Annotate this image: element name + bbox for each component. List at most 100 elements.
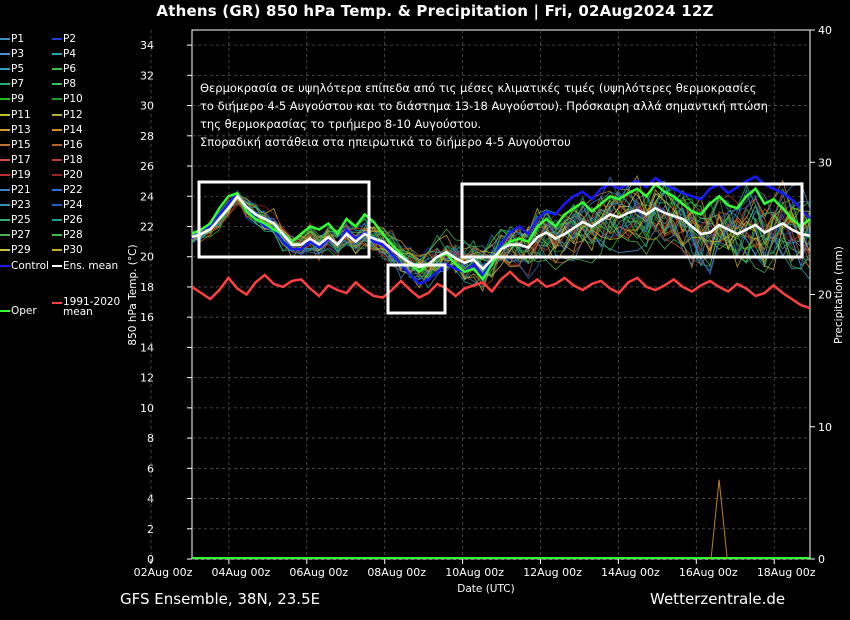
ensemble-member-line [191, 179, 811, 274]
y2-tick-label: 40 [818, 24, 832, 37]
y-tick-label: 28 [140, 130, 154, 143]
legend-item: P6 [52, 63, 76, 75]
legend-swatch [0, 98, 10, 101]
legend-swatch [0, 143, 10, 146]
legend-label: P5 [11, 63, 25, 76]
legend-item: P2 [52, 33, 76, 45]
legend-item: P4 [52, 48, 76, 60]
legend-label: P18 [63, 153, 83, 166]
legend-item: P22 [52, 184, 83, 196]
legend-label: P11 [11, 108, 31, 121]
legend-item: P20 [52, 169, 83, 181]
legend-label: 1991-2020 mean [63, 296, 121, 319]
legend-label: P14 [63, 123, 83, 136]
legend-label: P27 [11, 229, 31, 242]
legend-label: P8 [63, 78, 77, 91]
legend-swatch [52, 128, 62, 131]
legend-swatch [0, 219, 10, 222]
legend-swatch [0, 173, 10, 176]
x-tick-label: 10Aug 00z [445, 566, 504, 579]
legend-item: P3 [0, 48, 24, 60]
legend-label: P20 [63, 168, 83, 181]
y-tick-label: 30 [140, 100, 154, 113]
legend-item: P21 [0, 184, 31, 196]
legend-swatch [52, 234, 62, 237]
legend-label: Oper [11, 304, 37, 317]
x-axis-label: Date (UTC) [457, 583, 514, 595]
legend-item: P27 [0, 229, 31, 241]
legend-label: P29 [11, 244, 31, 257]
annotation-line: της θερμοκρασίας το τριήμερο 8-10 Αυγούσ… [200, 117, 481, 131]
legend-item: P14 [52, 124, 83, 136]
y-tick-label: 2 [147, 523, 154, 536]
legend-item: Ens. mean [52, 260, 118, 272]
legend-item: P18 [52, 154, 83, 166]
x-tick-label: 02Aug 00z [134, 566, 193, 579]
legend-swatch [0, 83, 10, 86]
legend-item: P9 [0, 93, 24, 105]
highlight-box [460, 182, 804, 259]
y-tick-label: 4 [147, 493, 154, 506]
legend-label: P28 [63, 229, 83, 242]
legend-label: P16 [63, 138, 83, 151]
legend-label: P7 [11, 78, 25, 91]
legend-label: P13 [11, 123, 31, 136]
legend-swatch [0, 68, 10, 71]
legend-swatch [0, 128, 10, 131]
legend-item: P1 [0, 33, 24, 45]
legend-label: Ens. mean [63, 259, 119, 272]
y-tick-label: 10 [140, 402, 154, 415]
y2-tick-label: 0 [818, 553, 825, 566]
chart-title: Athens (GR) 850 hPa Temp. & Precipitatio… [156, 2, 714, 20]
annotation-line: το διήμερο 4-5 Αυγούστου και το διάστημα… [200, 99, 768, 113]
series-line-ens-mean [191, 194, 811, 271]
legend-swatch [52, 158, 62, 161]
legend-item: P12 [52, 109, 83, 121]
legend-item: P30 [52, 244, 83, 256]
y-tick-label: 24 [140, 190, 154, 203]
legend-item: P24 [52, 199, 83, 211]
legend-swatch [52, 98, 62, 101]
legend-swatch [0, 53, 10, 56]
legend-swatch [52, 143, 62, 146]
legend-swatch [52, 113, 62, 116]
legend-label: Control [11, 259, 49, 272]
legend-item: Control [0, 260, 49, 272]
legend-item: 1991-2020 mean [52, 296, 123, 319]
precip-peak [710, 479, 728, 559]
legend-item: P16 [52, 139, 83, 151]
legend-item: P29 [0, 244, 31, 256]
legend-item: P5 [0, 63, 24, 75]
legend-label: P1 [11, 33, 25, 45]
legend-item: Oper [0, 305, 37, 317]
legend-label: P15 [11, 138, 31, 151]
legend-item: P25 [0, 214, 31, 226]
legend-item: P7 [0, 78, 24, 90]
highlight-box [386, 263, 447, 315]
y-tick-label: 6 [147, 462, 154, 475]
x-tick-label: 08Aug 00z [367, 566, 426, 579]
legend-item: P26 [52, 214, 83, 226]
legend-label: P17 [11, 153, 31, 166]
x-tick-label: 18Aug 00z [757, 566, 816, 579]
legend-label: P26 [63, 214, 83, 227]
x-tick-label: 14Aug 00z [601, 566, 660, 579]
y-tick-label: 18 [140, 281, 154, 294]
legend-swatch [52, 204, 62, 207]
legend-swatch [52, 219, 62, 222]
legend-label: P2 [63, 33, 77, 45]
legend-swatch [52, 173, 62, 176]
source-label: Wetterzentrale.de [650, 590, 786, 608]
legend-label: P22 [63, 184, 83, 196]
y-tick-label: 20 [140, 251, 154, 264]
legend-item: P23 [0, 199, 31, 211]
legend-swatch [52, 68, 62, 71]
y-axis-label: 850 hPa Temp. (°C) [127, 244, 139, 345]
legend-swatch [0, 204, 10, 207]
legend-label: P23 [11, 199, 31, 212]
legend-swatch [0, 189, 10, 191]
legend-swatch [52, 249, 62, 252]
legend-label: P24 [63, 199, 83, 212]
legend-label: P9 [11, 93, 25, 106]
